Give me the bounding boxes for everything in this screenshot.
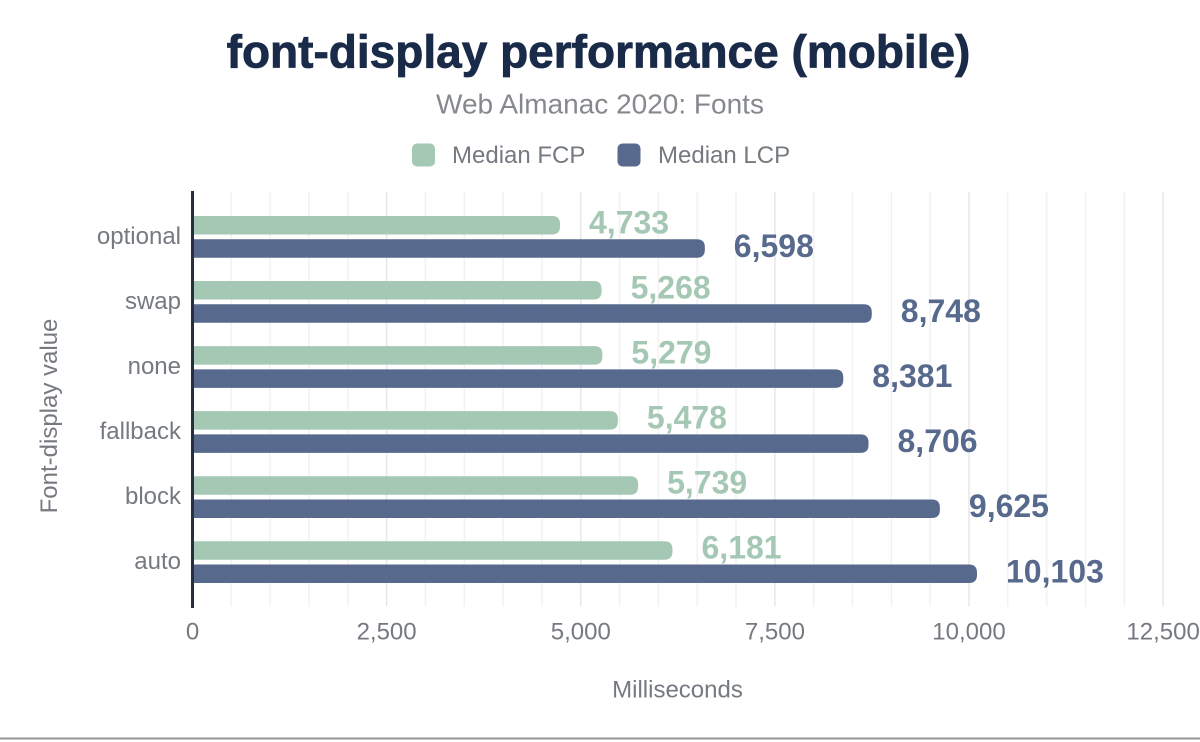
svg-text:optional: optional [97, 223, 181, 250]
svg-text:Font-display value: Font-display value [36, 319, 63, 514]
svg-text:6,181: 6,181 [702, 530, 782, 566]
svg-text:2,500: 2,500 [357, 619, 417, 646]
svg-text:10,000: 10,000 [932, 619, 1005, 646]
svg-text:Web Almanac 2020: Fonts: Web Almanac 2020: Fonts [436, 88, 764, 119]
svg-text:5,000: 5,000 [551, 619, 611, 646]
svg-text:0: 0 [186, 619, 199, 646]
svg-text:9,625: 9,625 [969, 488, 1049, 524]
svg-text:Median FCP: Median FCP [452, 142, 585, 169]
svg-text:7,500: 7,500 [745, 619, 805, 646]
svg-text:fallback: fallback [100, 418, 182, 445]
svg-text:5,739: 5,739 [667, 464, 747, 500]
svg-text:auto: auto [134, 548, 181, 575]
svg-text:10,103: 10,103 [1006, 553, 1104, 589]
svg-text:font-display performance (mobi: font-display performance (mobile) [227, 26, 971, 78]
svg-text:8,748: 8,748 [901, 293, 981, 329]
svg-text:block: block [125, 483, 182, 510]
svg-text:5,478: 5,478 [647, 399, 727, 435]
svg-text:none: none [128, 353, 181, 380]
svg-text:Milliseconds: Milliseconds [612, 677, 743, 704]
svg-text:6,598: 6,598 [734, 228, 814, 264]
svg-text:8,381: 8,381 [872, 358, 952, 394]
svg-text:Median LCP: Median LCP [658, 142, 790, 169]
svg-text:8,706: 8,706 [898, 423, 978, 459]
svg-text:swap: swap [125, 288, 181, 315]
svg-text:4,733: 4,733 [589, 204, 669, 240]
svg-text:5,279: 5,279 [631, 334, 711, 370]
svg-text:12,500: 12,500 [1126, 619, 1199, 646]
svg-text:5,268: 5,268 [631, 269, 711, 305]
